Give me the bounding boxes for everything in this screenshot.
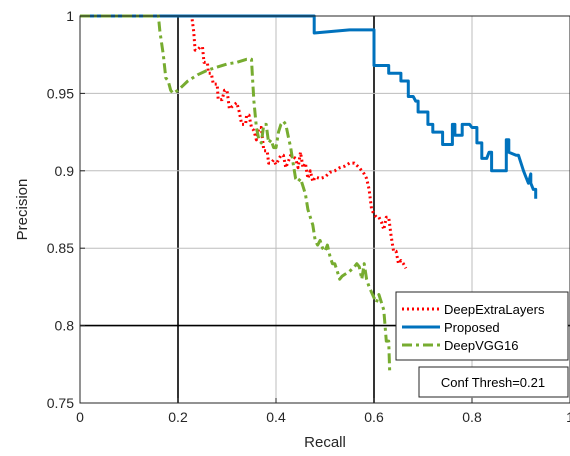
legend-label-proposed: Proposed — [444, 320, 500, 335]
annotation-box — [418, 366, 569, 398]
x-tick-label: 1 — [566, 409, 570, 425]
y-axis-title: Precision — [14, 179, 31, 241]
x-tick-label: 0.4 — [266, 409, 286, 425]
axis-ticks: 0 0.2 0.4 0.6 0.8 1 0.75 0.8 0.85 0.9 0.95 1 — [47, 8, 570, 425]
x-tick-label: 0 — [76, 409, 84, 425]
y-tick-label: 0.8 — [55, 318, 75, 334]
y-tick-label: 0.9 — [55, 163, 75, 179]
series-group — [80, 14, 538, 373]
series-line-proposed — [80, 14, 538, 199]
grid — [80, 16, 570, 403]
x-tick-label: 0.6 — [364, 409, 384, 425]
y-tick-label: 0.85 — [47, 240, 74, 256]
series-line-deepextralayers — [80, 14, 408, 270]
x-tick-label: 0.2 — [168, 409, 188, 425]
y-tick-label: 0.75 — [47, 395, 74, 411]
legend-label-deepextralayers: DeepExtraLayers — [444, 302, 545, 317]
y-tick-label: 1 — [66, 8, 74, 24]
annotation-text: Conf Thresh=0.21 — [441, 375, 545, 390]
series-line-deepvgg16 — [80, 14, 392, 373]
conf-thresh-annotation: Conf Thresh=0.21 — [418, 366, 569, 398]
y-tick-label: 0.95 — [47, 85, 74, 101]
legend-label-deepvgg16: DeepVGG16 — [444, 338, 518, 353]
legend: DeepExtraLayers Proposed DeepVGG16 — [395, 291, 569, 361]
x-axis-title: Recall — [304, 434, 346, 451]
plot-area-border — [79, 15, 570, 404]
x-tick-label: 0.8 — [462, 409, 482, 425]
